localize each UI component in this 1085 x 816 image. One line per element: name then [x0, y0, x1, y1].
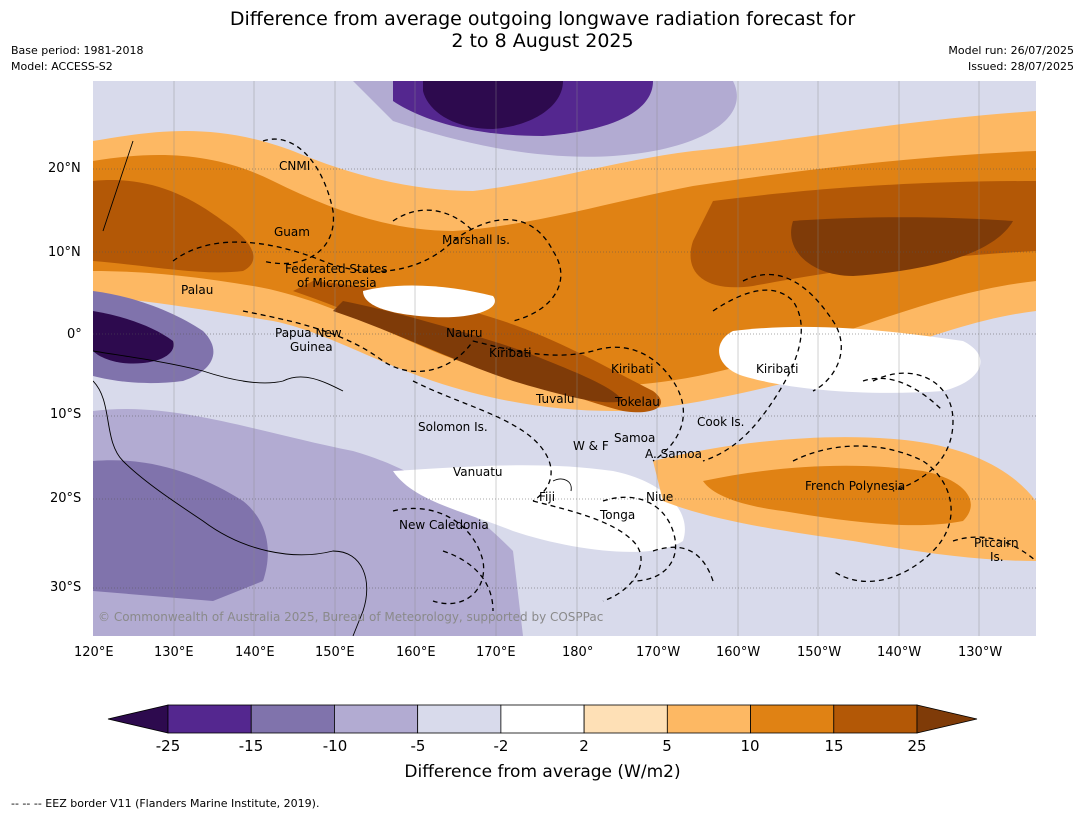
shade-dark-orange-southeast: [703, 465, 971, 526]
place-new-caledonia: New Caledonia: [399, 518, 489, 532]
lat-tick: 10°N: [48, 245, 81, 260]
coastlines: [93, 140, 572, 636]
place-guam: Guam: [274, 225, 310, 239]
graticule: [93, 168, 1036, 589]
colorbar-tick: -15: [238, 737, 264, 755]
lon-tick: 160°E: [396, 645, 436, 660]
place-png-2: Guinea: [290, 340, 333, 354]
place-wallis-futuna: W & F: [573, 439, 609, 453]
model-run: Model run: 26/07/2025: [948, 44, 1074, 57]
colorbar-bin: [833, 704, 918, 734]
shade-brown-west: [93, 180, 254, 273]
title-line-2: 2 to 8 August 2025: [451, 30, 634, 52]
place-solomon: Solomon Is.: [418, 420, 488, 434]
meta-left: Base period: 1981-2018 Model: ACCESS-S2: [11, 43, 143, 75]
place-cook-islands: Cook Is.: [697, 415, 744, 429]
colorbar-bin: [334, 704, 419, 734]
eez-borders: [172, 138, 1036, 612]
colorbar-tick: 15: [824, 737, 844, 755]
map-canvas: CNMI Guam Marshall Is. Federated States …: [93, 81, 1036, 636]
colorbar-tick: -2: [493, 737, 509, 755]
lon-tick: 160°W: [716, 645, 761, 660]
lat-tick: 20°S: [50, 491, 82, 506]
meridians: [173, 81, 980, 636]
shade-deep-brown-east: [791, 217, 1013, 276]
colorbar-tick: -25: [155, 737, 181, 755]
lat-tick: 10°S: [50, 407, 82, 422]
colorbar-extend-high: [916, 704, 978, 734]
place-png-1: Papua New: [275, 326, 342, 340]
place-tuvalu: Tuvalu: [535, 392, 575, 406]
place-french-polynesia: French Polynesia: [805, 479, 905, 493]
colorbar: [107, 704, 978, 734]
shade-darkest-north: [423, 81, 563, 129]
model-name: Model: ACCESS-S2: [11, 60, 113, 73]
lon-tick: 170°W: [636, 645, 681, 660]
colorbar-tick: 2: [579, 737, 589, 755]
lat-tick: 20°N: [48, 161, 81, 176]
colorbar-tick: -10: [322, 737, 348, 755]
place-fsm-2: of Micronesia: [297, 276, 377, 290]
map-title: Difference from average outgoing longwav…: [0, 8, 1085, 52]
place-kiribati-west: Kiribati: [489, 346, 531, 360]
lon-tick: 150°E: [315, 645, 355, 660]
lon-tick: 170°E: [476, 645, 516, 660]
lon-tick: 130°E: [154, 645, 194, 660]
shade-white-central: [719, 326, 981, 393]
lon-tick: 140°E: [235, 645, 275, 660]
lat-tick: 30°S: [50, 580, 82, 595]
lon-tick: 130°W: [958, 645, 1003, 660]
lon-tick: 150°W: [797, 645, 842, 660]
place-palau: Palau: [181, 283, 213, 297]
lat-tick: 0°: [67, 327, 82, 342]
place-tonga: Tonga: [599, 508, 635, 522]
lon-tick: 180°: [562, 645, 594, 660]
place-kiribati-east: Kiribati: [756, 362, 798, 376]
lon-tick: 140°W: [877, 645, 922, 660]
place-niue: Niue: [646, 490, 673, 504]
shade-darkest-west: [93, 311, 174, 364]
colorbar-extend-low: [107, 704, 169, 734]
place-tokelau: Tokelau: [614, 395, 660, 409]
colorbar-tick: -5: [410, 737, 426, 755]
place-pitcairn-1: Pitcairn: [974, 536, 1019, 550]
colorbar-bin: [250, 704, 335, 734]
olr-anomaly-map: CNMI Guam Marshall Is. Federated States …: [93, 81, 1036, 636]
shade-deep-purple-south: [93, 460, 268, 601]
place-cnmi: CNMI: [279, 159, 310, 173]
place-american-samoa: A. Samoa: [645, 447, 702, 461]
colorbar-tick: 25: [907, 737, 927, 755]
eez-footnote: -- -- -- EEZ border V11 (Flanders Marine…: [11, 797, 320, 810]
base-period: Base period: 1981-2018: [11, 44, 144, 57]
colorbar-bin: [666, 704, 751, 734]
title-line-1: Difference from average outgoing longwav…: [229, 8, 856, 30]
meta-right: Model run: 26/07/2025 Issued: 28/07/2025: [948, 43, 1074, 75]
colorbar-tick: 5: [662, 737, 672, 755]
colorbar-bin: [417, 704, 502, 734]
issued-date: Issued: 28/07/2025: [967, 60, 1074, 73]
colorbar-bin: [167, 704, 252, 734]
place-fiji: Fiji: [539, 490, 555, 504]
place-fsm-1: Federated States: [285, 262, 387, 276]
shade-white-south: [393, 465, 685, 552]
lon-tick: 120°E: [74, 645, 114, 660]
shade-deepest-brown: [333, 301, 623, 403]
place-kiribati-central: Kiribati: [611, 362, 653, 376]
shade-white-equator: [363, 285, 495, 318]
place-labels: CNMI Guam Marshall Is. Federated States …: [181, 159, 1019, 564]
place-nauru: Nauru: [446, 326, 482, 340]
colorbar-bin: [500, 704, 585, 734]
place-pitcairn-2: Is.: [990, 550, 1004, 564]
colorbar-label: Difference from average (W/m2): [404, 762, 681, 782]
place-vanuatu: Vanuatu: [453, 465, 503, 479]
colorbar-tick: 10: [740, 737, 760, 755]
place-marshall: Marshall Is.: [442, 233, 510, 247]
colorbar-bin: [750, 704, 835, 734]
place-samoa: Samoa: [614, 431, 655, 445]
colorbar-bin: [583, 704, 668, 734]
copyright-notice: © Commonwealth of Australia 2025, Bureau…: [98, 610, 603, 624]
